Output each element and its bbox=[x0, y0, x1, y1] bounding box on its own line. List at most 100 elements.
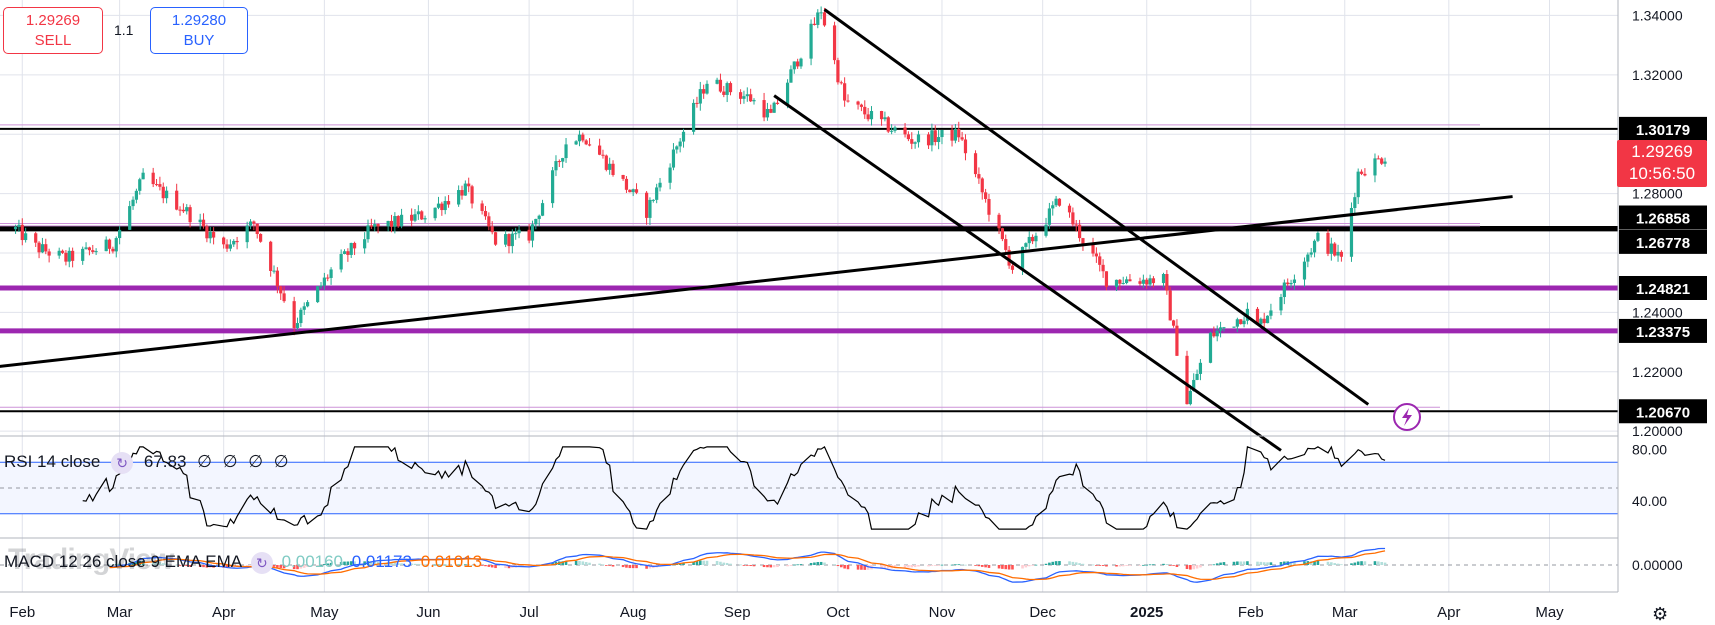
buy-button[interactable]: 1.29280 BUY bbox=[150, 7, 248, 54]
macd-histogram-bar bbox=[390, 562, 393, 565]
macd-legend[interactable]: MACD 12 26 close 9 EMA EMA ↻ 0.00160 0.0… bbox=[4, 552, 486, 574]
candle-body bbox=[60, 250, 65, 253]
candle-body bbox=[1245, 308, 1250, 321]
macd-histogram-bar bbox=[551, 562, 554, 565]
level-tag-text: 1.23375 bbox=[1636, 324, 1690, 341]
sell-label: SELL bbox=[34, 32, 72, 49]
candle-body bbox=[859, 104, 864, 107]
macd-histogram-bar bbox=[155, 561, 158, 565]
macd-histogram-bar bbox=[863, 565, 867, 570]
candle-body bbox=[856, 101, 860, 105]
current-price: 1.29269 bbox=[1631, 142, 1693, 161]
macd-histogram-bar bbox=[323, 564, 326, 565]
level-tag: 1.26858 bbox=[1619, 205, 1707, 230]
macd-histogram-bar bbox=[1001, 565, 1004, 569]
candle-body bbox=[715, 79, 719, 84]
level-tags: 1.30179 1.26858 1.26778 1.24821 1.23375 1.206… bbox=[1619, 116, 1707, 424]
rsi-legend[interactable]: RSI 14 close ↻ 67.83 ∅ ∅ ∅ ∅ bbox=[4, 452, 295, 474]
candle-body bbox=[843, 83, 847, 101]
buy-label: BUY bbox=[183, 32, 215, 49]
candle-body bbox=[1380, 158, 1384, 164]
lightning-icon[interactable] bbox=[1393, 403, 1421, 431]
candle-body bbox=[557, 161, 561, 163]
candle-body bbox=[81, 248, 85, 261]
candle-body bbox=[158, 184, 162, 187]
macd-histogram-bar bbox=[605, 565, 608, 566]
macd-histogram-bar bbox=[823, 562, 826, 565]
macd-histogram-bar bbox=[561, 561, 564, 565]
level-tag: 1.24821 bbox=[1619, 275, 1707, 300]
candle-body bbox=[1031, 236, 1035, 242]
candle-body bbox=[1265, 315, 1270, 324]
candle-body bbox=[198, 219, 202, 223]
candle-body bbox=[728, 83, 733, 93]
candle-body bbox=[1171, 320, 1176, 326]
macd-histogram-bar bbox=[722, 562, 726, 565]
macd-histogram-bar bbox=[527, 565, 531, 567]
candle-body bbox=[346, 251, 350, 255]
macd-histogram-bar bbox=[1232, 561, 1236, 565]
level-tag-box bbox=[1619, 275, 1707, 300]
candle-body bbox=[487, 216, 491, 227]
price-axis-label: 1.22000 bbox=[1632, 364, 1683, 380]
candle-body bbox=[1262, 318, 1266, 324]
time-axis-label: Jul bbox=[520, 604, 539, 621]
trendline bbox=[0, 195, 1513, 368]
macd-histogram-bar bbox=[353, 561, 356, 565]
candle-body bbox=[460, 190, 464, 196]
macd-histogram-bar bbox=[279, 565, 283, 568]
candle-body bbox=[913, 142, 917, 144]
cycle-icon[interactable]: ↻ bbox=[250, 552, 273, 574]
settings-icon[interactable]: ⚙ bbox=[1652, 604, 1669, 624]
candle-body bbox=[13, 226, 18, 230]
macd-histogram-bar bbox=[1105, 565, 1108, 567]
candle-body bbox=[71, 250, 75, 261]
candle-body bbox=[769, 108, 773, 113]
candle-body bbox=[987, 198, 991, 215]
candle-body bbox=[916, 134, 921, 143]
macd-histogram-bar bbox=[443, 564, 447, 566]
macd-histogram-bar bbox=[1011, 565, 1014, 570]
candle-body bbox=[302, 306, 306, 310]
macd-histogram-bar bbox=[400, 563, 403, 565]
macd-histogram-bar bbox=[608, 565, 611, 566]
candle-body bbox=[1168, 290, 1172, 321]
candle-body bbox=[245, 225, 249, 243]
bar-countdown: 10:56:50 bbox=[1628, 164, 1696, 183]
macd-histogram-bar bbox=[913, 565, 917, 568]
cycle-icon[interactable]: ↻ bbox=[111, 452, 134, 474]
candle-body bbox=[366, 225, 370, 240]
candle-body bbox=[691, 102, 696, 132]
candle-body bbox=[742, 96, 746, 99]
candle-body bbox=[846, 100, 850, 102]
macd-histogram-bar bbox=[507, 565, 511, 569]
macd-histogram-bar bbox=[695, 561, 699, 565]
candle-body bbox=[396, 216, 400, 227]
candle-body bbox=[279, 286, 283, 294]
candle-body bbox=[1004, 239, 1008, 250]
price-axis-label: 1.24000 bbox=[1632, 304, 1683, 320]
macd-histogram-bar bbox=[745, 565, 749, 566]
sell-button[interactable]: 1.29269 SELL bbox=[3, 7, 103, 54]
candle-body bbox=[1047, 208, 1051, 225]
macd-histogram-bar bbox=[1027, 565, 1031, 567]
candle-body bbox=[389, 220, 394, 227]
candle-body bbox=[1188, 390, 1192, 405]
time-axis-label: May bbox=[1535, 604, 1564, 621]
macd-histogram-bar bbox=[1326, 561, 1330, 565]
candle-body bbox=[960, 137, 964, 140]
candle-body bbox=[822, 12, 827, 26]
macd-histogram-bar bbox=[772, 565, 776, 568]
macd-histogram-bar bbox=[370, 561, 373, 565]
macd-histogram-bar bbox=[635, 565, 638, 569]
candle-body bbox=[225, 244, 229, 249]
candle-body bbox=[423, 218, 427, 220]
macd-histogram-bar bbox=[138, 561, 142, 565]
candle-body bbox=[235, 240, 239, 243]
candle-body bbox=[114, 238, 118, 252]
macd-histogram-bar bbox=[1007, 565, 1011, 570]
candle-body bbox=[775, 102, 780, 104]
macd-histogram-bar bbox=[198, 565, 202, 567]
candle-body bbox=[611, 163, 615, 175]
